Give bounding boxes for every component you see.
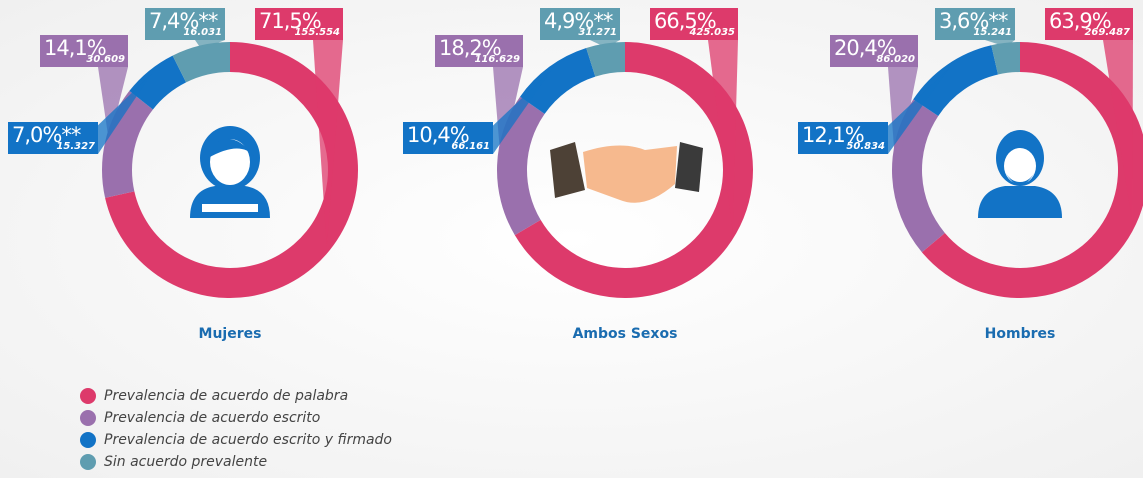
count-label: 425.035 <box>688 27 735 38</box>
count-label: 86.020 <box>876 54 915 65</box>
count-label: 66.161 <box>451 141 490 152</box>
legend-swatch <box>80 454 96 470</box>
count-label: 15.241 <box>973 27 1012 38</box>
count-label: 16.031 <box>183 27 222 38</box>
count-label: 269.487 <box>1084 27 1130 38</box>
count-label: 155.554 <box>294 27 340 38</box>
legend-swatch <box>80 410 96 426</box>
legend-label: Prevalencia de acuerdo escrito <box>104 410 320 426</box>
legend-swatch <box>80 388 96 404</box>
legend-label: Sin acuerdo prevalente <box>104 454 267 470</box>
chart-title: Mujeres <box>199 326 262 342</box>
chart-title: Hombres <box>985 326 1056 342</box>
count-label: 50.834 <box>846 141 885 152</box>
count-label: 15.327 <box>56 141 95 152</box>
icon-woman <box>190 126 270 218</box>
count-label: 31.271 <box>578 27 617 38</box>
count-label: 30.609 <box>86 54 125 65</box>
chart: 71,5%155.55414,1%30.6097,0%**15.3277,4%*… <box>0 0 1143 478</box>
chart-title: Ambos Sexos <box>573 326 678 342</box>
legend-label: Prevalencia de acuerdo escrito y firmado <box>104 432 392 448</box>
donut-segment <box>520 48 595 114</box>
legend-swatch <box>80 432 96 448</box>
icon-man <box>978 130 1062 218</box>
icon-handshake <box>550 142 703 203</box>
legend-label: Prevalencia de acuerdo de palabra <box>104 388 348 404</box>
legend: Prevalencia de acuerdo de palabra Prevale… <box>80 388 392 470</box>
donut-segment <box>913 45 998 116</box>
count-label: 116.629 <box>474 54 520 65</box>
